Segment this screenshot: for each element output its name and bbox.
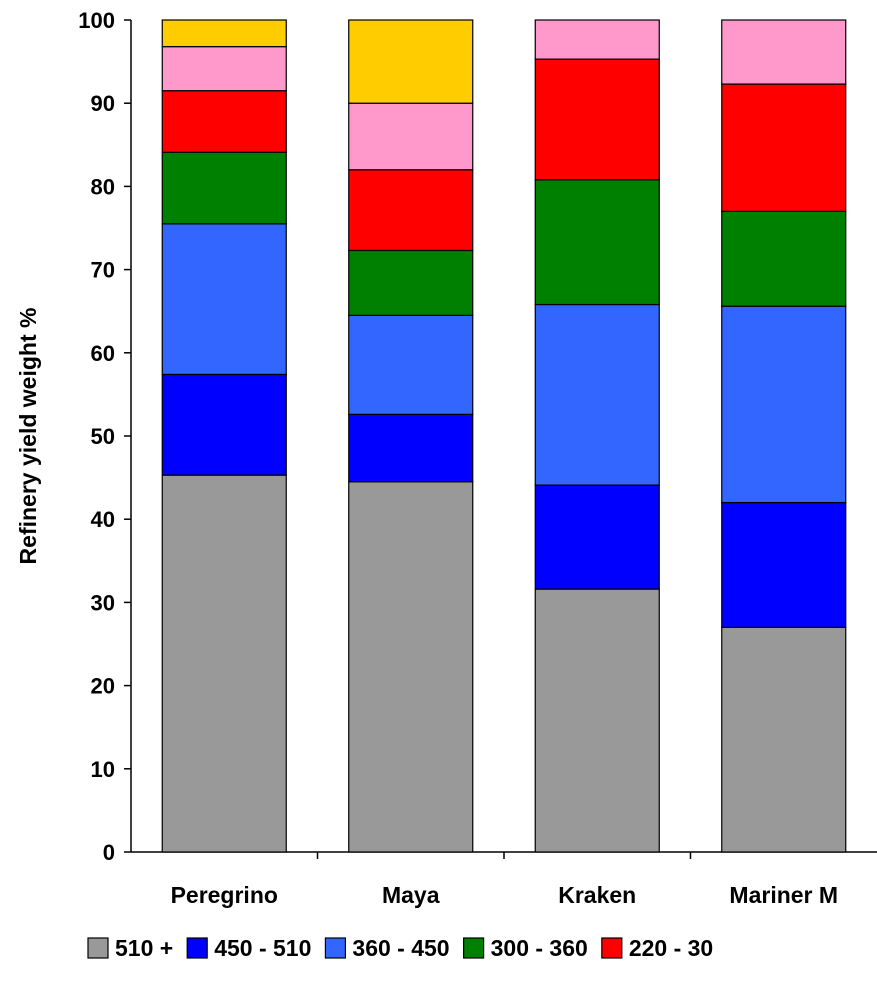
bar-segment-peregrino-0 (161, 474, 287, 853)
bar-segment-maya-1 (348, 413, 474, 483)
bar-segment-maya-6 (348, 19, 474, 104)
x-category-label: Maya (382, 882, 440, 908)
legend-swatch (324, 937, 347, 959)
legend-label: 220 - 30 (629, 935, 713, 961)
y-tick-label: 70 (91, 258, 115, 283)
y-tick-label: 40 (91, 507, 115, 532)
bar-segment-peregrino-1 (161, 373, 287, 476)
bar-segment-kraken-3 (534, 179, 660, 306)
bar-segment-mariner-m-5 (721, 19, 847, 85)
bar-segment-kraken-2 (534, 303, 660, 486)
bar-segment-kraken-4 (534, 58, 660, 181)
bar-segment-mariner-m-0 (721, 626, 847, 853)
x-category-label: Kraken (558, 882, 636, 908)
y-tick-label: 0 (103, 840, 115, 865)
bar-segment-peregrino-5 (161, 46, 287, 92)
bar-segment-maya-2 (348, 314, 474, 415)
y-tick-label: 100 (78, 8, 115, 33)
bar-segment-kraken-5 (534, 19, 660, 60)
y-tick-label: 10 (91, 757, 115, 782)
bar-segment-maya-5 (348, 102, 474, 171)
x-category-label: Mariner M (729, 882, 838, 908)
legend-label: 450 - 510 (214, 935, 311, 961)
y-tick-label: 60 (91, 341, 115, 366)
bar-segment-mariner-m-2 (721, 305, 847, 504)
bar-segment-maya-3 (348, 249, 474, 316)
legend-label: 300 - 360 (491, 935, 588, 961)
bar-segment-mariner-m-3 (721, 210, 847, 307)
legend-label: 360 - 450 (352, 935, 449, 961)
x-category-label: Peregrino (171, 882, 278, 908)
y-tick-label: 30 (91, 590, 115, 615)
bar-segment-peregrino-2 (161, 223, 287, 376)
bar-segment-mariner-m-4 (721, 83, 847, 212)
y-tick-label: 20 (91, 674, 115, 699)
bar-segment-mariner-m-1 (721, 501, 847, 628)
bar-segment-kraken-0 (534, 588, 660, 853)
bar-segment-peregrino-3 (161, 151, 287, 225)
bar-segment-maya-4 (348, 169, 474, 252)
legend-swatch (186, 937, 208, 959)
y-axis-title: Refinery yield weight % (15, 308, 41, 565)
bar-segment-peregrino-4 (161, 90, 287, 153)
legend-swatch (601, 937, 623, 959)
bar-segment-maya-0 (348, 481, 474, 853)
y-tick-label: 50 (91, 424, 115, 449)
legend-label: 510 + (115, 935, 173, 961)
bar-segment-peregrino-6 (161, 19, 287, 48)
legend-swatch (87, 937, 109, 959)
y-tick-label: 80 (91, 174, 115, 199)
y-tick-label: 90 (91, 91, 115, 116)
bar-segment-kraken-1 (534, 484, 660, 590)
legend-swatch (463, 937, 485, 959)
